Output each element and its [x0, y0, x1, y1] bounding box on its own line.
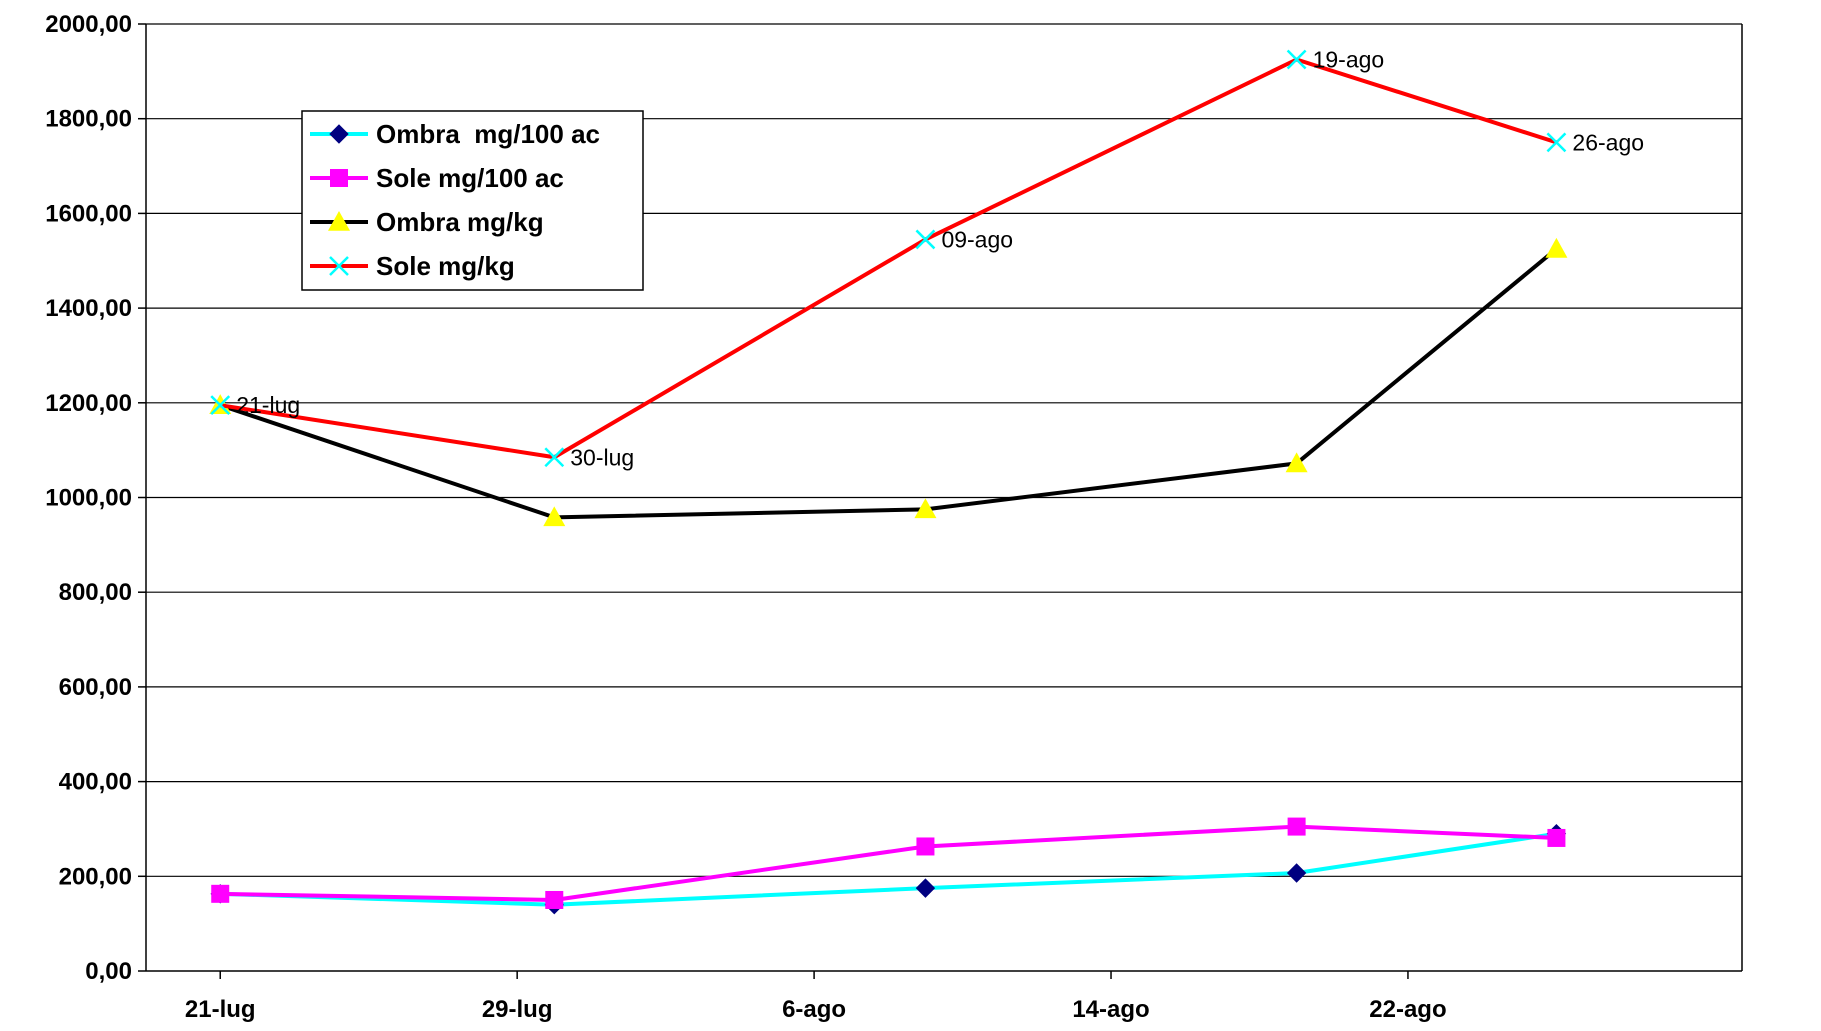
data-point-x: [210, 395, 231, 416]
legend-item: Ombra mg/100 ac: [310, 119, 600, 149]
y-tick-label: 1400,00: [45, 295, 132, 322]
legend-item: Sole mg/kg: [310, 251, 515, 281]
legend-label: Sole mg/kg: [376, 251, 515, 281]
x-tick-label: 6-ago: [782, 996, 846, 1023]
data-point-square: [545, 890, 564, 909]
legend-box: [301, 110, 644, 291]
y-tick-label: 1800,00: [45, 106, 132, 133]
data-point-triangle: [1545, 237, 1568, 258]
y-tick-label: 0,00: [85, 958, 132, 985]
data-point-diamond: [915, 878, 936, 898]
data-point-square: [916, 837, 935, 856]
data-point-x: [915, 229, 936, 250]
data-point-diamond: [1286, 863, 1307, 883]
data-point-triangle: [328, 211, 350, 231]
y-tick-label: 1000,00: [45, 485, 132, 512]
legend-label: Ombra mg/100 ac: [376, 119, 600, 149]
data-point-x-stroke: [1286, 49, 1307, 70]
data-point-x: [544, 447, 565, 468]
x-tick-label: 21-lug: [185, 996, 256, 1023]
data-label: 21-lug: [236, 392, 300, 418]
series-1: [210, 823, 1567, 915]
data-point-x-stroke: [544, 447, 565, 468]
legend-item: Sole mg/100 ac: [310, 163, 564, 193]
data-label: 19-ago: [1313, 47, 1385, 73]
y-axis-ticks: 0,00 200,00 400,00 600,00 800,00 1000,00 1200,…: [45, 11, 146, 985]
data-label: 26-ago: [1572, 129, 1644, 155]
x-tick-label: 29-lug: [482, 996, 553, 1023]
point-labels: 21-lug 30-lug 09-ago 19-ago 26-ago: [236, 47, 1644, 471]
legend-label: Sole mg/100 ac: [376, 163, 564, 193]
y-tick-label: 400,00: [59, 769, 132, 796]
y-tick-label: 2000,00: [45, 11, 132, 38]
data-label: 09-ago: [941, 226, 1013, 252]
data-point-x-stroke: [1546, 132, 1567, 153]
data-point-x: [1546, 132, 1567, 153]
data-point-diamond: [329, 124, 349, 144]
x-tick-label: 14-ago: [1072, 996, 1149, 1023]
data-point-square: [330, 169, 348, 187]
legend-label: Ombra mg/kg: [376, 207, 544, 237]
data-point-x-stroke: [915, 229, 936, 250]
data-point-triangle: [914, 498, 937, 519]
legend-item: Ombra mg/kg: [310, 207, 544, 237]
data-point-square: [1287, 817, 1306, 836]
data-point-x: [1286, 49, 1307, 70]
data-point-triangle: [543, 506, 566, 527]
data-point-x: [329, 256, 349, 276]
data-point-square: [1547, 828, 1566, 847]
data-label: 30-lug: [570, 444, 634, 470]
x-axis-ticks: 21-lug 29-lug 6-ago 14-ago 22-ago: [185, 971, 1447, 1023]
x-tick-label: 22-ago: [1369, 996, 1446, 1023]
data-point-square: [211, 884, 230, 903]
legend: Ombra mg/100 ac Sole mg/100 ac Ombra mg/kg…: [301, 110, 644, 291]
y-tick-label: 1600,00: [45, 200, 132, 227]
data-point-x-stroke: [329, 256, 349, 276]
y-tick-label: 600,00: [59, 674, 132, 701]
series-layer: [209, 49, 1568, 915]
y-tick-label: 200,00: [59, 863, 132, 890]
gridlines: [146, 23, 1742, 877]
series-line: [220, 831, 1557, 907]
series-2: [211, 817, 1566, 909]
data-point-triangle: [1285, 452, 1308, 473]
y-tick-label: 1200,00: [45, 390, 132, 417]
series-4: [210, 49, 1567, 468]
y-tick-label: 800,00: [59, 579, 132, 606]
data-point-x-stroke: [210, 395, 231, 416]
